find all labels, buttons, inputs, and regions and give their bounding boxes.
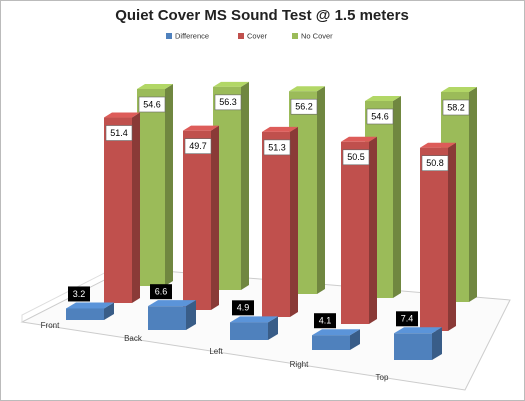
x-tick-label: Back [124,334,143,343]
legend-swatch [238,33,244,39]
legend-swatch [166,33,172,39]
value-label: 6.6 [155,287,168,297]
bar-side [290,126,298,317]
bar [262,131,290,317]
value-label: 50.8 [426,158,444,168]
x-tick-label: Left [209,347,223,356]
value-label-box [290,98,318,115]
bar [312,335,350,350]
value-label: 4.9 [237,303,250,313]
bar-side [469,87,477,302]
bar-top [441,87,477,92]
value-label-box [263,139,291,156]
bar-side [241,81,249,290]
bar [104,117,132,304]
chart-title: Quiet Cover MS Sound Test @ 1.5 meters [115,7,409,24]
bar-top [312,329,360,336]
x-tick-label: Right [290,360,309,369]
bar-side [369,136,377,324]
bar-side [268,316,278,340]
bar-top [262,126,298,132]
bar-side [211,125,219,310]
bar-top [213,81,249,87]
bar [230,322,268,340]
value-label: 7.4 [401,314,414,324]
value-label-box [314,313,336,329]
value-label: 56.3 [219,97,237,107]
bar [394,333,432,360]
value-label-box [105,125,133,141]
value-label: 4.1 [319,316,332,326]
bar-side [104,302,114,320]
bar-side [317,86,325,294]
value-label: 54.6 [371,111,389,121]
value-label-box [442,99,470,116]
value-label: 56.2 [295,102,313,112]
bar [420,147,448,331]
bar-top [66,302,114,309]
bar-top [104,112,140,118]
value-label-box [421,155,449,172]
x-tick-label: Top [376,373,389,382]
value-label: 50.5 [347,152,365,162]
bar-side [350,329,360,350]
bar-top [420,142,456,148]
bar-side [132,112,140,304]
bar [137,88,165,287]
bar [148,306,186,330]
bar-top [365,95,401,101]
bar-side [393,95,401,299]
bar-top [341,136,377,142]
bar-side [432,327,442,360]
value-label: 3.2 [73,289,86,299]
legend-label: Cover [247,31,268,40]
bar-side [165,83,173,287]
value-label: 54.6 [143,99,161,109]
legend-swatch [292,33,298,39]
value-label: 51.3 [268,142,286,152]
legend-label: No Cover [301,31,333,40]
value-label-box [138,96,166,113]
value-label-box [232,300,254,316]
value-label-box [342,149,370,166]
bar-side [186,300,196,330]
legend-label: Difference [175,31,209,40]
value-label: 49.7 [189,141,207,151]
value-label-box [396,311,418,327]
bar-top [289,86,325,92]
bar-top [137,83,173,89]
bar-top [148,300,196,307]
bar [341,141,369,324]
bar [66,308,104,320]
bar-top [394,327,442,334]
bar [183,130,211,310]
x-tick-label: Front [41,321,60,330]
value-label-box [184,138,212,154]
bar-top [230,316,278,323]
value-label-box [68,286,90,302]
value-label: 58.2 [447,102,465,112]
value-label-box [366,108,394,125]
bar-top [183,125,219,131]
bar-side [448,142,456,331]
value-label: 51.4 [110,128,128,138]
value-label-box [150,284,172,300]
value-label-box [214,94,242,111]
